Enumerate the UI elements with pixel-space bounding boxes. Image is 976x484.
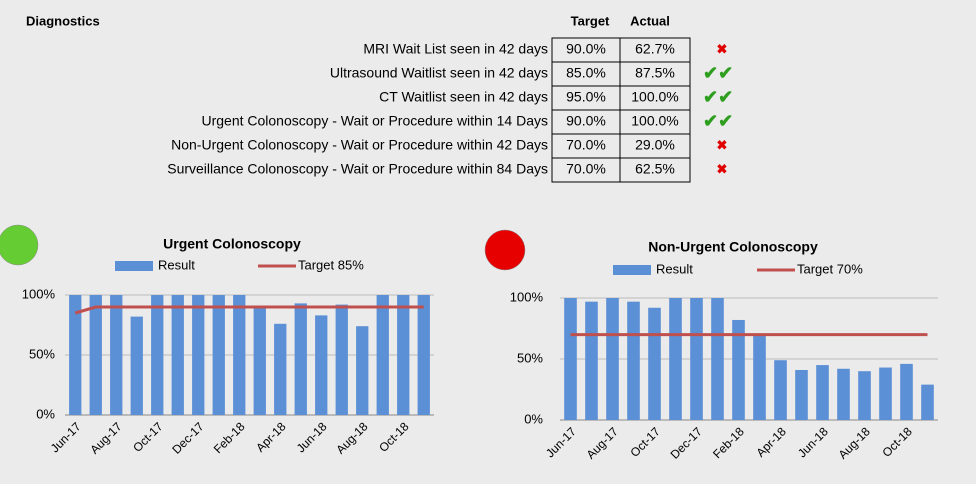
bar	[858, 371, 871, 420]
bar	[130, 316, 143, 415]
target-cell: 70.0%	[566, 137, 606, 153]
bar	[417, 295, 430, 415]
y-tick-label: 50%	[517, 350, 543, 365]
legend-swatch	[115, 261, 153, 271]
y-tick-label: 100%	[510, 289, 544, 304]
status-icon: ✖	[717, 137, 728, 152]
actual-cell: 62.7%	[635, 41, 675, 57]
chart-title: Non-Urgent Colonoscopy	[648, 239, 818, 255]
legend-label: Target 85%	[298, 257, 364, 272]
actual-cell: 29.0%	[635, 137, 675, 153]
target-cell: 90.0%	[566, 41, 606, 57]
bar	[356, 326, 369, 415]
bar	[233, 295, 246, 415]
legend-swatch	[613, 265, 651, 275]
bar	[212, 295, 225, 415]
status-icon: ✖	[717, 161, 728, 176]
status-light	[484, 229, 526, 271]
target-cell: 95.0%	[566, 89, 606, 105]
row-label: Ultrasound Waitlist seen in 42 days	[330, 65, 548, 81]
bar	[69, 295, 82, 415]
target-cell: 90.0%	[566, 113, 606, 129]
bar	[564, 298, 577, 420]
bar	[110, 295, 123, 415]
bar	[732, 319, 745, 420]
bar	[900, 363, 913, 420]
bar	[585, 301, 598, 420]
row-label: Non-Urgent Colonoscopy - Wait or Procedu…	[171, 137, 548, 153]
row-label: MRI Wait List seen in 42 days	[363, 41, 548, 57]
bar	[606, 298, 619, 420]
bar	[315, 315, 328, 415]
section-title: Diagnostics	[26, 13, 100, 28]
legend-label: Result	[656, 261, 693, 276]
status-icon: ✖	[717, 41, 728, 56]
bar	[711, 298, 724, 420]
y-tick-label: 50%	[29, 346, 55, 361]
column-header: Actual	[630, 13, 670, 28]
column-header: Target	[571, 13, 610, 28]
bar	[151, 295, 164, 415]
y-tick-label: 100%	[22, 286, 56, 301]
actual-cell: 62.5%	[635, 161, 675, 177]
bar	[774, 360, 787, 420]
bar	[816, 365, 829, 420]
actual-cell: 87.5%	[635, 65, 675, 81]
bar	[669, 298, 682, 420]
bar	[171, 295, 184, 415]
actual-cell: 100.0%	[631, 89, 678, 105]
bar	[274, 323, 287, 415]
status-icon: ✔✔	[703, 111, 733, 131]
y-tick-label: 0%	[524, 411, 543, 426]
row-label: Surveillance Colonoscopy - Wait or Proce…	[167, 161, 548, 177]
bar	[253, 307, 266, 415]
bar	[753, 334, 766, 420]
row-label: Urgent Colonoscopy - Wait or Procedure w…	[201, 113, 548, 129]
legend-label: Result	[158, 257, 195, 272]
target-cell: 70.0%	[566, 161, 606, 177]
status-light	[0, 224, 39, 266]
bar	[192, 295, 205, 415]
bar	[648, 307, 661, 420]
target-cell: 85.0%	[566, 65, 606, 81]
bar	[89, 295, 102, 415]
bar	[397, 295, 410, 415]
bar	[376, 295, 389, 415]
actual-cell: 100.0%	[631, 113, 678, 129]
bar	[294, 303, 307, 415]
status-icon: ✔✔	[703, 63, 733, 83]
bar	[335, 304, 348, 415]
bar	[879, 367, 892, 420]
legend-label: Target 70%	[797, 261, 863, 276]
bar	[627, 301, 640, 420]
chart-title: Urgent Colonoscopy	[163, 236, 301, 252]
row-label: CT Waitlist seen in 42 days	[379, 89, 548, 105]
status-icon: ✔✔	[703, 87, 733, 107]
bar	[837, 368, 850, 420]
y-tick-label: 0%	[36, 406, 55, 421]
cell	[619, 157, 691, 183]
bar	[921, 384, 934, 420]
bar	[795, 369, 808, 420]
target-line	[74, 305, 424, 315]
bar	[690, 298, 703, 420]
